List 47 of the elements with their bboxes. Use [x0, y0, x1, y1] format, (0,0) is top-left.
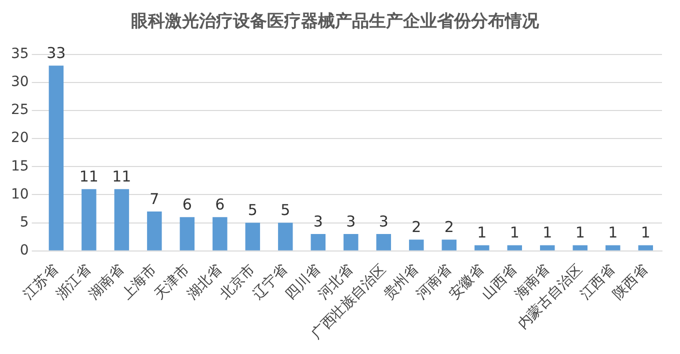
data-label: 3	[378, 212, 388, 230]
bar	[474, 245, 490, 250]
data-label: 11	[79, 167, 98, 186]
data-label: 7	[150, 190, 160, 208]
bar	[376, 234, 392, 250]
data-label: 1	[608, 224, 618, 242]
bar	[147, 212, 162, 250]
bar	[278, 222, 293, 250]
data-label: 5	[280, 201, 290, 220]
bar	[507, 245, 522, 250]
bar	[442, 240, 457, 250]
y-tick-label: 20	[10, 130, 29, 146]
y-tick-label: 10	[10, 186, 29, 202]
bar	[409, 240, 424, 250]
bar	[606, 245, 620, 250]
data-label: 6	[182, 196, 192, 214]
data-label: 6	[215, 196, 225, 214]
bar	[344, 234, 358, 250]
data-label: 3	[346, 212, 356, 230]
data-label: 11	[112, 167, 132, 186]
data-label: 3	[313, 212, 323, 230]
bar	[245, 222, 260, 250]
bar	[540, 245, 555, 250]
bar	[638, 245, 653, 250]
bar	[48, 66, 64, 250]
data-label: 1	[477, 224, 487, 242]
y-tick-label: 25	[10, 102, 29, 118]
bar	[212, 217, 228, 250]
data-label: 2	[444, 218, 454, 236]
y-tick-label: 5	[20, 214, 29, 230]
y-tick-label: 15	[10, 158, 29, 174]
data-label: 1	[542, 224, 552, 242]
data-label: 1	[640, 224, 650, 242]
bar	[114, 189, 130, 250]
bar	[310, 234, 326, 250]
y-tick-label: 35	[10, 46, 29, 62]
data-label: 1	[510, 224, 520, 242]
chart-title: 眼科激光治疗设备医疗器械产品生产企业省份分布情况	[131, 12, 540, 32]
y-tick-label: 30	[10, 74, 29, 90]
bar	[82, 189, 96, 250]
data-label: 2	[412, 218, 422, 236]
y-tick-label: 0	[20, 242, 29, 258]
data-label: 33	[46, 44, 66, 62]
data-label: 5	[248, 201, 258, 220]
bar	[180, 217, 195, 250]
bar	[572, 245, 588, 250]
data-label: 1	[575, 224, 585, 242]
